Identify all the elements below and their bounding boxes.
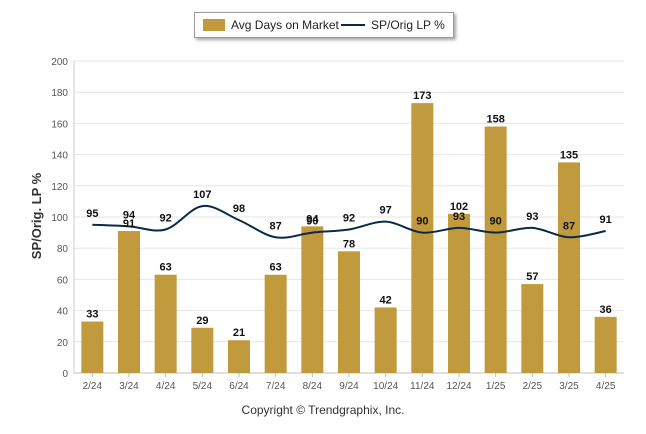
bar — [228, 340, 250, 373]
x-tick-label: 3/25 — [559, 381, 579, 392]
bar — [301, 226, 324, 373]
bar — [594, 316, 617, 373]
bar — [81, 321, 104, 373]
line-value-label: 90 — [306, 216, 318, 228]
y-tick-label: 200 — [51, 57, 68, 68]
x-tick-label: 5/24 — [193, 381, 213, 392]
line-value-label: 93 — [453, 211, 465, 223]
y-tick-label: 0 — [62, 369, 68, 380]
line-value-label: 87 — [563, 220, 575, 232]
y-tick-label: 140 — [51, 151, 68, 162]
data-labels: 33 91 63 29 21 63 94 78 42 173 102 158 57 135 36 95 94 92… — [86, 90, 612, 339]
x-tick-label: 7/24 — [266, 381, 286, 392]
y-tick-label: 60 — [57, 275, 69, 286]
line-value-label: 95 — [86, 208, 98, 220]
bar-value-label: 91 — [123, 218, 135, 230]
bar — [118, 231, 140, 373]
bar — [521, 284, 544, 373]
bar-value-label: 78 — [343, 238, 355, 250]
x-tick-label: 12/24 — [446, 381, 471, 392]
bar-value-label: 33 — [86, 309, 98, 321]
copyright-text: Copyright © Trendgraphix, Inc. — [241, 403, 405, 417]
legend: Avg Days on Market SP/Orig LP % — [194, 12, 454, 38]
bar-value-label: 158 — [486, 114, 504, 126]
line-value-label: 92 — [343, 212, 355, 224]
bar — [338, 251, 360, 373]
bar — [558, 162, 580, 373]
bar-value-label: 102 — [450, 201, 468, 213]
y-tick-label: 100 — [51, 213, 68, 224]
line-value-label: 90 — [490, 216, 502, 228]
y-axis-label: SP/Orig. LP % — [29, 172, 44, 259]
x-tick-label: 4/25 — [596, 381, 616, 392]
bar-series — [81, 103, 617, 374]
x-tick-label: 6/24 — [229, 381, 249, 392]
bar — [484, 126, 507, 374]
x-tick-label: 2/25 — [523, 381, 543, 392]
y-tick-label: 20 — [57, 338, 69, 349]
bar — [448, 213, 470, 373]
legend-bar-label: Avg Days on Market — [231, 18, 339, 32]
line-value-label: 94 — [123, 209, 136, 221]
bar-value-label: 173 — [413, 90, 431, 102]
line-value-label: 93 — [526, 211, 538, 223]
line-series-path — [92, 205, 606, 239]
bar-value-label: 94 — [306, 213, 319, 225]
y-tick-label: 40 — [57, 307, 69, 318]
x-tick-label: 1/25 — [486, 381, 506, 392]
line-value-label: 87 — [270, 220, 282, 232]
legend-item-line[interactable]: SP/Orig LP % — [341, 18, 445, 32]
legend-bar-swatch — [203, 19, 225, 31]
x-tick-label: 9/24 — [339, 381, 359, 392]
x-tick-label: 8/24 — [303, 381, 323, 392]
x-tick-label: 10/24 — [373, 381, 398, 392]
line-value-label: 91 — [600, 214, 612, 226]
line-series — [92, 205, 606, 239]
bar-value-label: 63 — [270, 262, 282, 274]
bar-value-label: 63 — [160, 262, 172, 274]
x-tick-label: 3/24 — [119, 381, 139, 392]
legend-line-swatch — [341, 24, 365, 26]
bar — [374, 307, 397, 373]
legend-item-bar[interactable]: Avg Days on Market — [203, 18, 339, 32]
line-value-label: 92 — [160, 212, 172, 224]
y-tick-label: 120 — [51, 182, 68, 193]
y-tick-label: 180 — [51, 88, 68, 99]
x-tick-label: 2/24 — [83, 381, 103, 392]
line-value-label: 107 — [193, 189, 211, 201]
line-value-label: 97 — [380, 205, 392, 217]
bar-value-label: 135 — [560, 149, 578, 161]
bar — [191, 327, 214, 373]
line-value-label: 90 — [416, 216, 428, 228]
x-tick-label: 4/24 — [156, 381, 176, 392]
bar — [264, 274, 287, 373]
bar-value-label: 29 — [196, 315, 208, 327]
bar-value-label: 36 — [600, 304, 612, 316]
bar-value-label: 42 — [380, 294, 392, 306]
bar-value-label: 57 — [526, 271, 538, 283]
bar — [411, 103, 434, 374]
bar — [154, 274, 177, 373]
y-tick-label: 80 — [57, 244, 69, 255]
x-tick-label: 11/24 — [410, 381, 435, 392]
bar-value-label: 21 — [233, 327, 245, 339]
y-tick-label: 160 — [51, 119, 68, 130]
legend-line-label: SP/Orig LP % — [371, 18, 445, 32]
line-value-label: 98 — [233, 203, 245, 215]
